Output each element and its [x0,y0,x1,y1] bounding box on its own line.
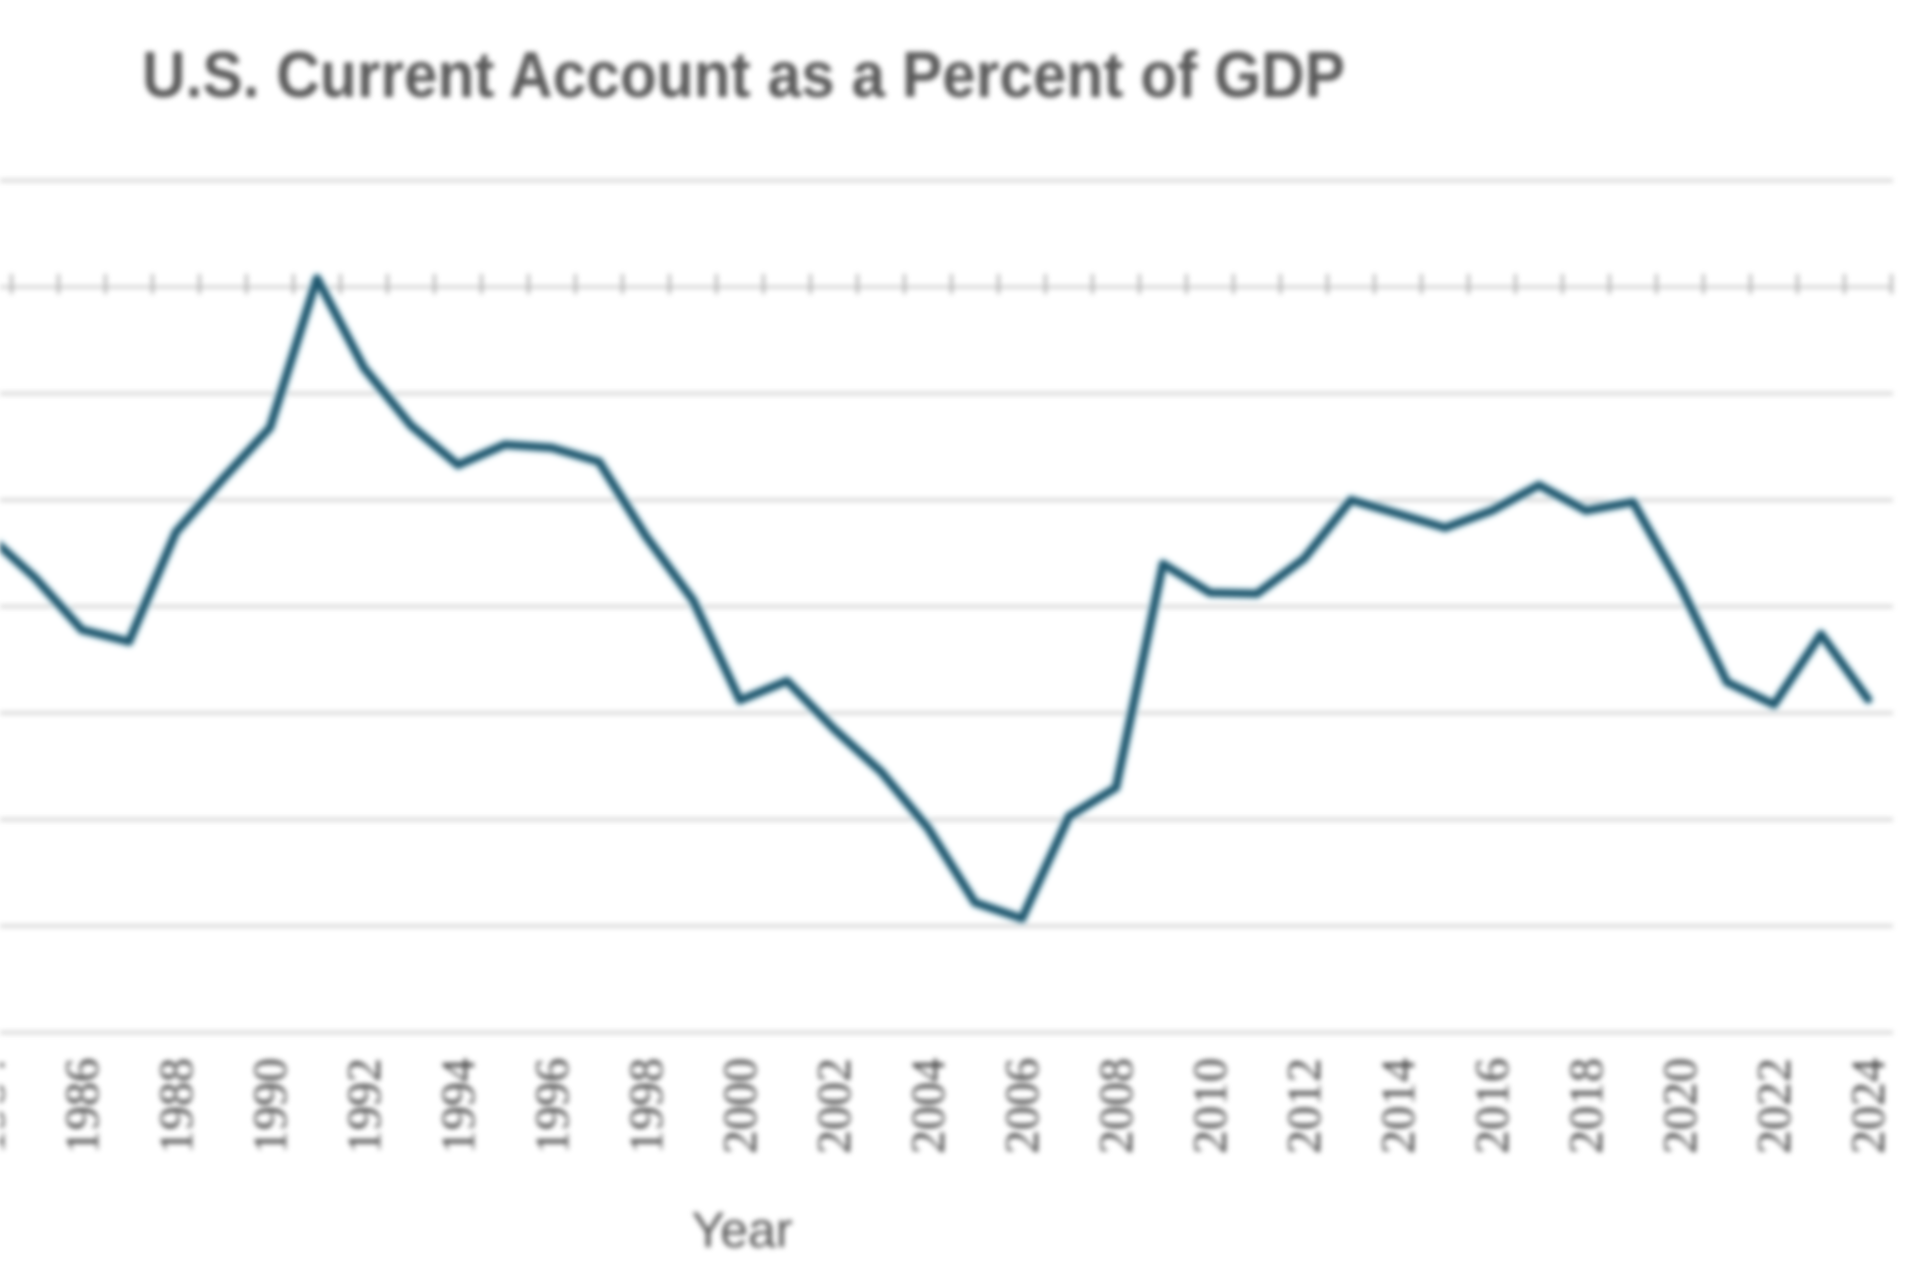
svg-text:2002: 2002 [808,1058,861,1154]
svg-text:U.S. Current Account as a Perc: U.S. Current Account as a Percent of GDP [142,38,1345,111]
svg-text:1996: 1996 [526,1058,579,1154]
svg-text:1992: 1992 [338,1058,391,1154]
svg-text:2024: 2024 [1842,1058,1895,1154]
svg-text:2018: 2018 [1560,1058,1613,1154]
svg-text:1986: 1986 [56,1058,109,1154]
svg-text:1984: 1984 [0,1058,15,1154]
svg-text:Year: Year [691,1202,792,1258]
svg-text:2006: 2006 [996,1058,1049,1154]
svg-text:2014: 2014 [1372,1058,1425,1154]
svg-text:2008: 2008 [1090,1058,1143,1154]
svg-text:2020: 2020 [1654,1058,1707,1154]
svg-text:1990: 1990 [244,1058,297,1154]
svg-text:2010: 2010 [1184,1058,1237,1154]
svg-text:1988: 1988 [150,1058,203,1154]
svg-text:2022: 2022 [1748,1058,1801,1154]
svg-text:2016: 2016 [1466,1058,1519,1154]
svg-text:1998: 1998 [620,1058,673,1154]
svg-text:2012: 2012 [1278,1058,1331,1154]
svg-text:1994: 1994 [432,1058,485,1154]
svg-text:2000: 2000 [714,1058,767,1154]
svg-text:2004: 2004 [902,1058,955,1154]
